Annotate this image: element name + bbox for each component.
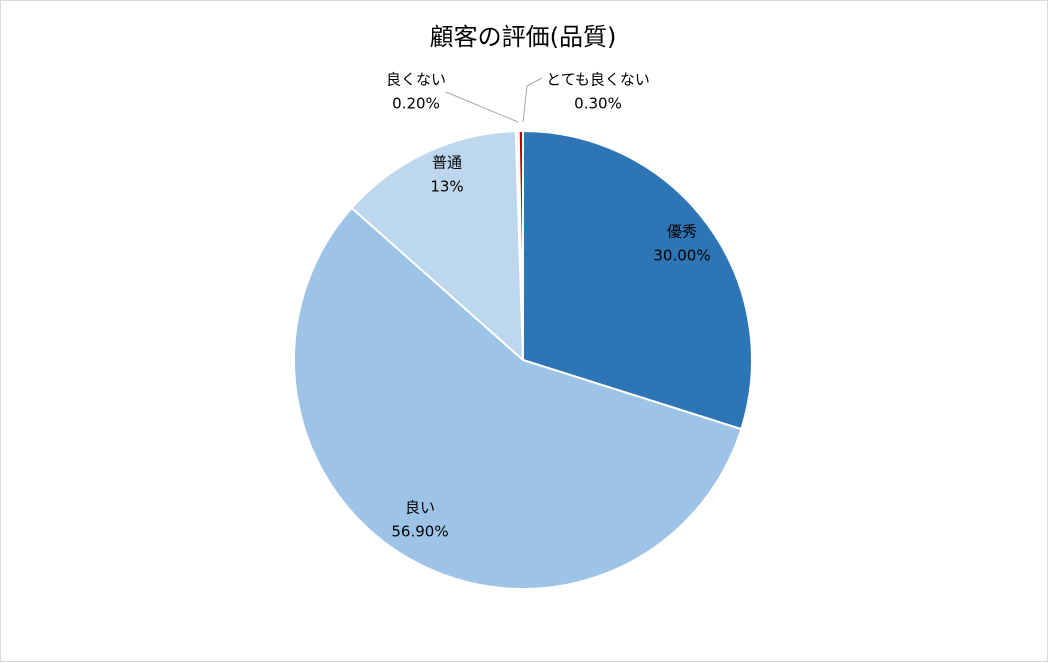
value-label: 13% xyxy=(430,178,463,196)
pie-slice xyxy=(517,129,524,361)
slice-label: とても良くない xyxy=(546,71,650,89)
slice-label: 普通 xyxy=(432,154,462,172)
slice-label: 良くない xyxy=(386,71,446,89)
value-label: 30.00% xyxy=(653,247,710,265)
pie-slice xyxy=(522,129,753,431)
slice-label: 良い xyxy=(405,499,435,517)
pie-slice xyxy=(350,130,525,363)
value-label: 0.30% xyxy=(574,95,622,113)
pie-slice xyxy=(293,206,743,590)
slice-label: 優秀 xyxy=(667,223,697,241)
leader-line xyxy=(445,91,519,123)
chart-title: 顧客の評価(品質) xyxy=(430,23,617,51)
leader-line xyxy=(522,77,543,123)
value-label: 0.20% xyxy=(392,95,440,113)
value-label: 56.90% xyxy=(391,523,448,541)
